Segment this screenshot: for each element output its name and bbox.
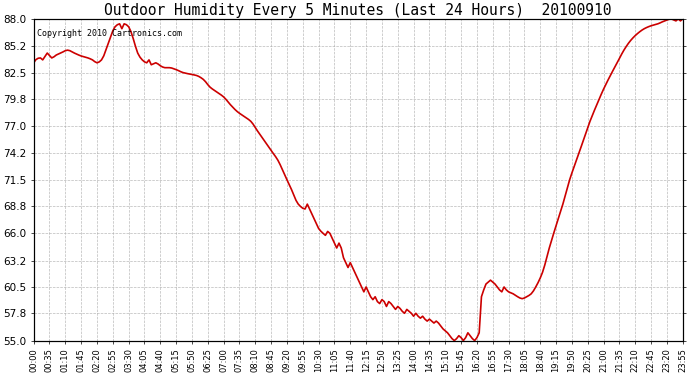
Text: Copyright 2010 Cartronics.com: Copyright 2010 Cartronics.com bbox=[37, 28, 182, 38]
Title: Outdoor Humidity Every 5 Minutes (Last 24 Hours)  20100910: Outdoor Humidity Every 5 Minutes (Last 2… bbox=[104, 3, 612, 18]
